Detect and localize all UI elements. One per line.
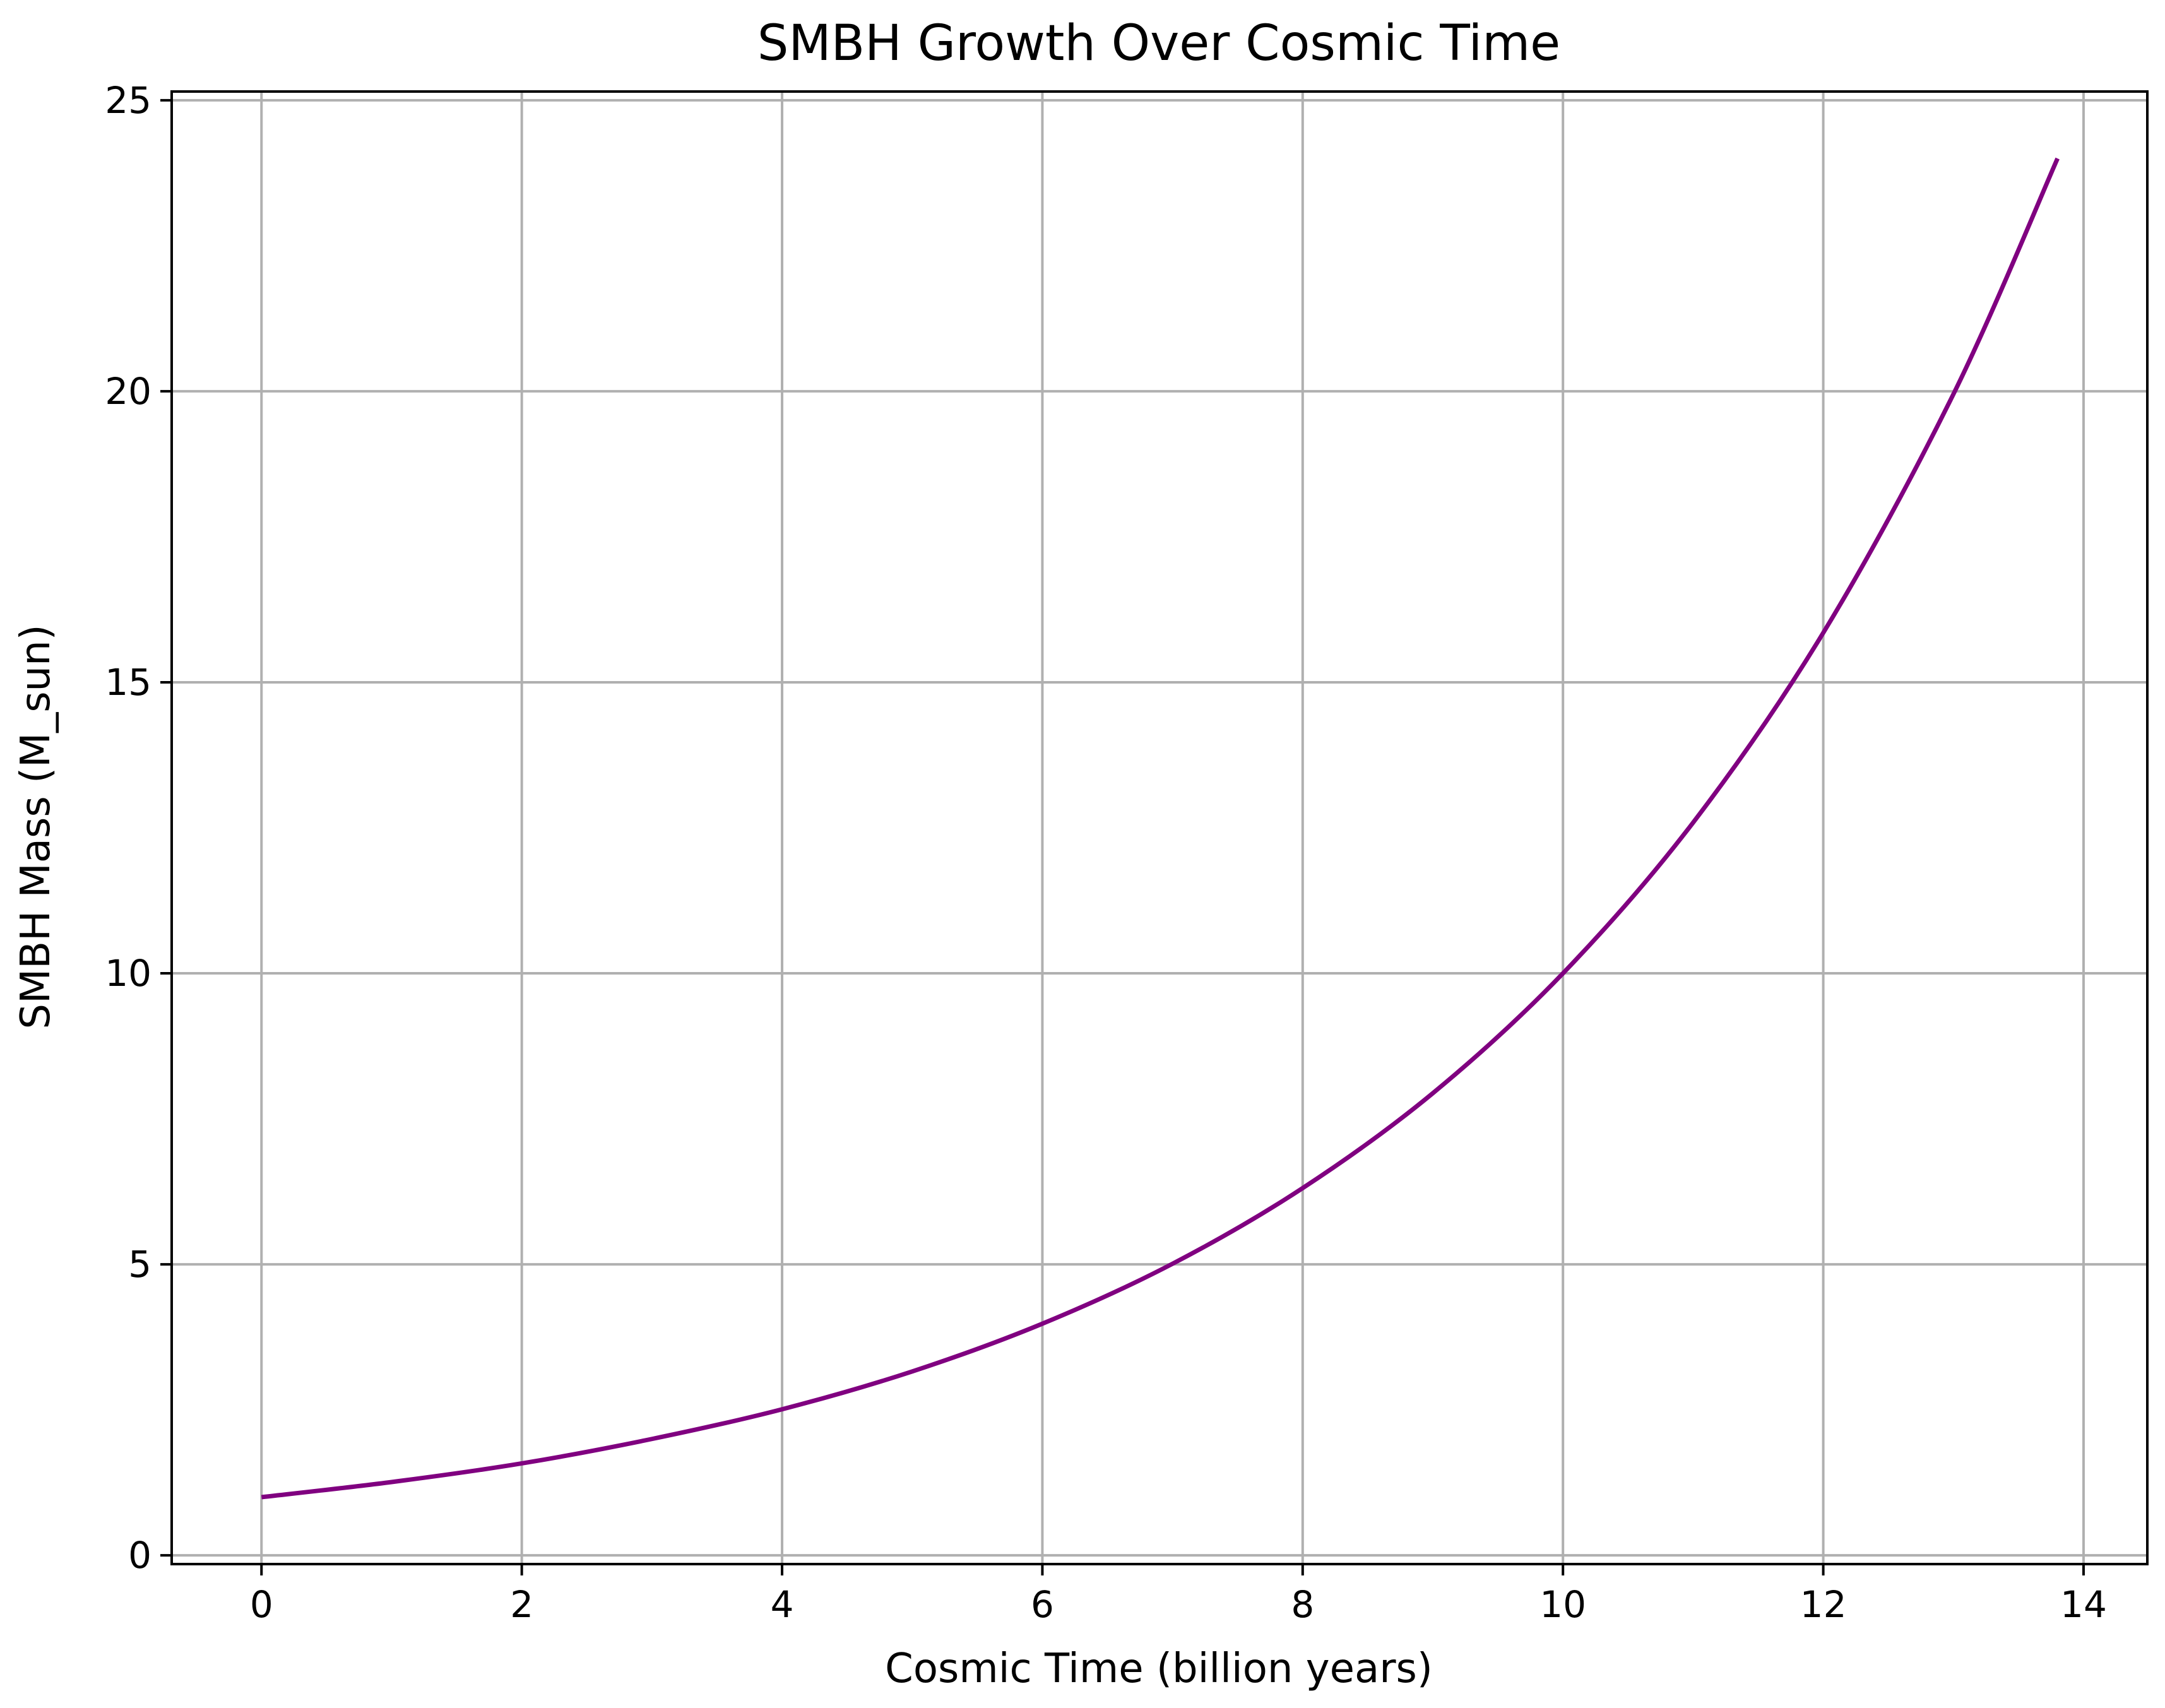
y-tick-label: 5 bbox=[128, 1243, 151, 1286]
x-tick-label: 4 bbox=[771, 1583, 794, 1626]
x-tick-label: 0 bbox=[250, 1583, 273, 1626]
x-tick-label: 2 bbox=[510, 1583, 533, 1626]
y-tick-label: 20 bbox=[105, 370, 151, 413]
data-layer bbox=[261, 157, 2060, 1500]
y-tick-label: 10 bbox=[105, 952, 151, 995]
x-axis-label: Cosmic Time (billion years) bbox=[885, 1646, 1433, 1692]
plot-frame bbox=[170, 90, 2149, 1565]
tick-layer: 0 2 4 6 8 10 12 14 0 5 10 15 20 25 bbox=[105, 79, 2107, 1626]
y-tick-label: 15 bbox=[105, 661, 151, 704]
chart-title: SMBH Growth Over Cosmic Time bbox=[757, 15, 1560, 72]
y-tick-label: 0 bbox=[128, 1534, 151, 1577]
x-tick-label: 6 bbox=[1031, 1583, 1054, 1626]
x-tick-label: 12 bbox=[1800, 1583, 1847, 1626]
grid-layer bbox=[172, 92, 2147, 1564]
series-line bbox=[261, 157, 2060, 1500]
y-axis-label: SMBH Mass (M_sun) bbox=[13, 624, 59, 1029]
x-tick-label: 10 bbox=[1539, 1583, 1586, 1626]
x-tick-label: 8 bbox=[1291, 1583, 1314, 1626]
x-tick-label: 14 bbox=[2060, 1583, 2107, 1626]
y-tick-label: 25 bbox=[105, 79, 151, 122]
